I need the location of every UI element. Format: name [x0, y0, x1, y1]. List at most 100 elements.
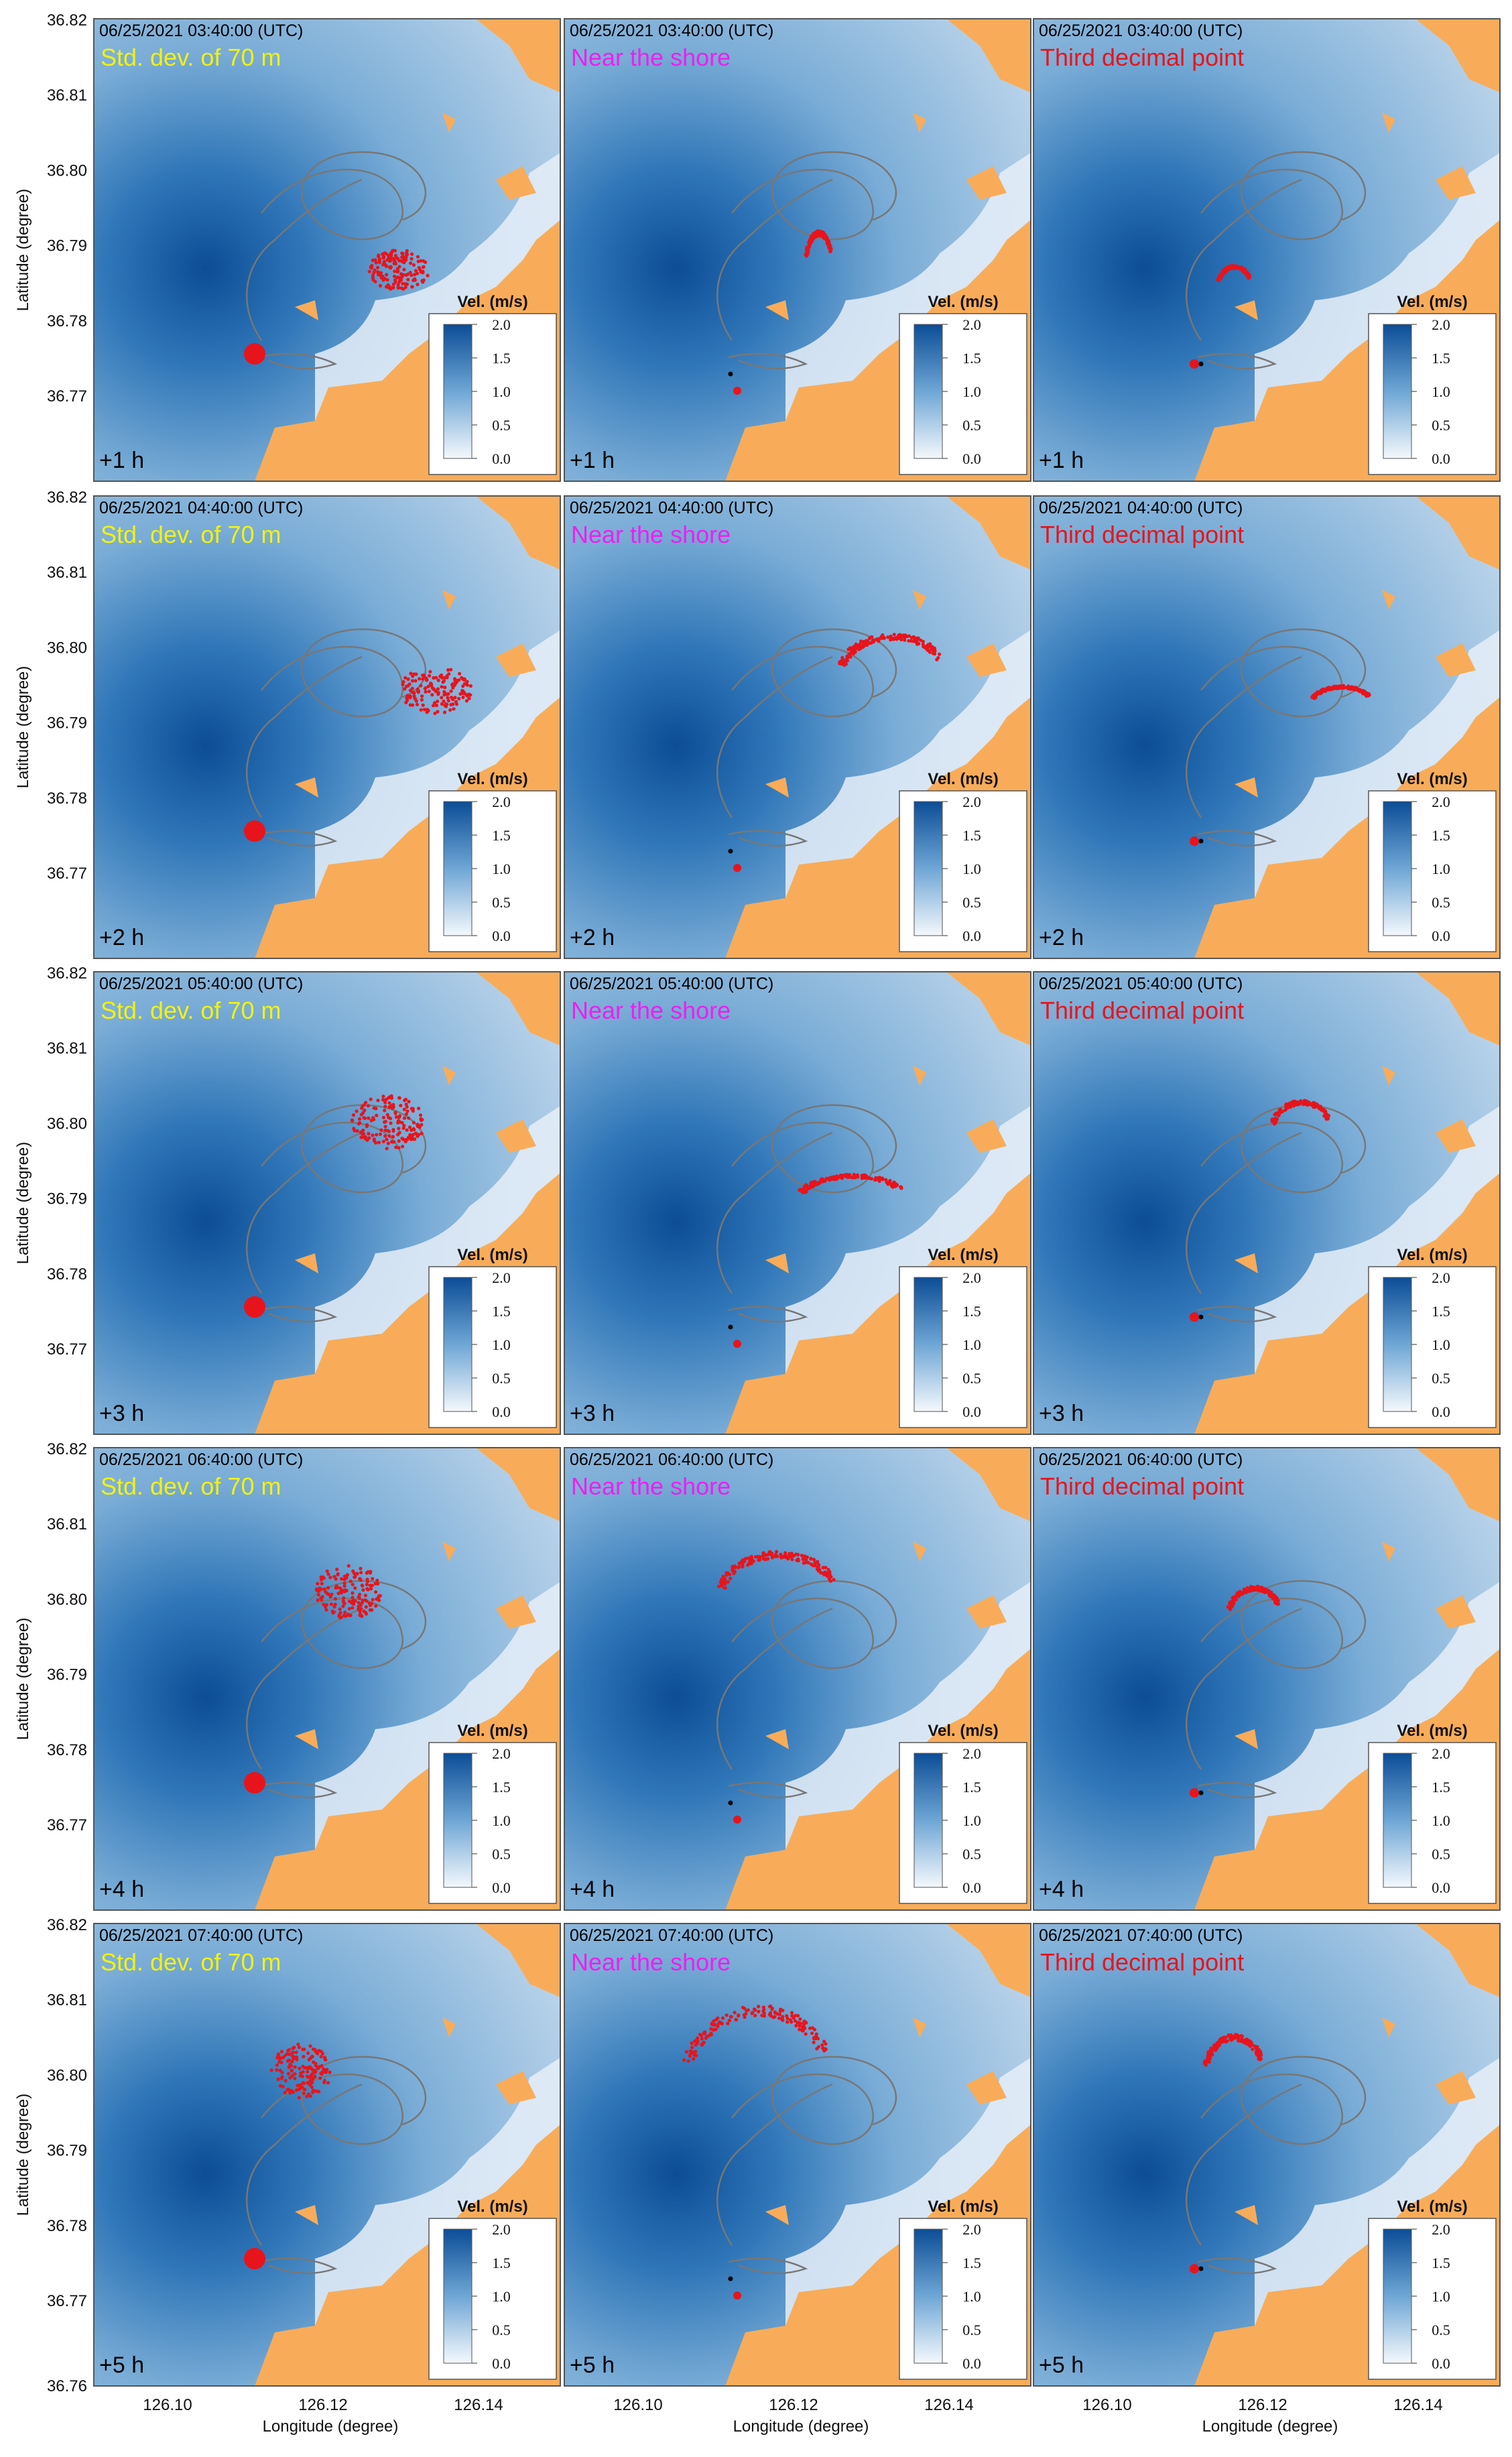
particle — [425, 708, 429, 712]
particle — [376, 1582, 380, 1586]
particle — [393, 259, 397, 263]
particle — [317, 2049, 321, 2053]
particle — [822, 2049, 826, 2053]
particle — [720, 1582, 724, 1586]
particle — [393, 253, 397, 258]
particle — [757, 1558, 761, 1562]
particle — [294, 2055, 299, 2059]
particle — [1239, 2033, 1243, 2038]
colorbar-ramp — [1383, 324, 1412, 459]
particle — [342, 1584, 346, 1588]
particle — [762, 2011, 766, 2015]
colorbar-title: Vel. (m/s) — [1397, 293, 1467, 311]
y-tick-label: 36.81 — [47, 86, 87, 105]
panel-border — [93, 18, 561, 482]
particle — [358, 1121, 362, 1125]
particle — [929, 645, 934, 649]
colorbar-title: Vel. (m/s) — [1397, 770, 1467, 788]
particle — [404, 253, 408, 257]
particle — [365, 1578, 369, 1582]
particle — [700, 2033, 704, 2037]
particle — [376, 270, 380, 274]
particle — [796, 1559, 800, 1563]
particle — [427, 690, 431, 694]
particle — [838, 1175, 842, 1179]
particle — [828, 1572, 832, 1576]
panel-border — [564, 495, 1031, 959]
particle — [308, 2094, 312, 2098]
particle — [326, 1592, 330, 1596]
particle — [1269, 1590, 1273, 1594]
particle — [785, 1556, 790, 1560]
colorbar-tick-label: 2.0 — [962, 1269, 981, 1286]
particle — [716, 1584, 721, 1588]
particle — [1243, 269, 1247, 273]
release-point-marker — [1190, 1312, 1199, 1322]
colorbar-tick-label: 1.5 — [492, 2255, 511, 2271]
scenario-label: Std. dev. of 70 m — [101, 44, 281, 71]
particle — [361, 1588, 365, 1592]
particle — [359, 1570, 363, 1574]
particle — [763, 1557, 767, 1561]
particle — [359, 1612, 363, 1617]
particle — [405, 1109, 410, 1113]
colorbar-legend: Vel. (m/s) 2.0 1.5 1.0 0.5 0.0 — [899, 1246, 1027, 1428]
particle — [376, 1098, 380, 1102]
particle — [446, 696, 450, 700]
particle — [409, 261, 413, 265]
particle — [727, 2019, 731, 2023]
particle — [367, 269, 371, 273]
particle — [716, 2024, 720, 2028]
colorbar-legend: Vel. (m/s) 2.0 1.5 1.0 0.5 0.0 — [1368, 1246, 1497, 1428]
particle — [338, 1586, 342, 1590]
lead-time-label: +3 h — [1039, 1401, 1084, 1426]
panel-border — [93, 971, 561, 1435]
particle — [405, 282, 409, 286]
particle — [826, 1568, 830, 1572]
colorbar-legend: Vel. (m/s) 2.0 1.5 1.0 0.5 0.0 — [428, 770, 557, 952]
track-start-marker — [728, 1800, 733, 1806]
colorbar-tick-label: 1.0 — [492, 1336, 511, 1353]
particle — [381, 1098, 385, 1102]
particle — [357, 1607, 361, 1611]
particle — [400, 255, 404, 259]
particle — [450, 696, 454, 700]
y-axis-label: Latitude (degree) — [14, 666, 32, 789]
particle — [410, 1107, 414, 1111]
release-point-marker — [733, 2291, 741, 2300]
particle — [383, 1119, 387, 1124]
particle — [319, 2055, 323, 2059]
particle — [452, 677, 457, 681]
timestamp-label: 06/25/2021 07:40:00 (UTC) — [1039, 1926, 1243, 1945]
particle — [453, 696, 457, 700]
particle — [721, 2016, 725, 2020]
particle — [770, 1556, 774, 1560]
particle — [729, 1576, 733, 1580]
particle — [324, 1602, 328, 1606]
particle — [753, 2013, 757, 2017]
particle — [422, 708, 426, 712]
particle — [806, 1560, 810, 1565]
particle — [370, 1608, 374, 1612]
particle — [694, 2050, 698, 2054]
particle — [359, 1603, 363, 1607]
colorbar-tick-label: 0.5 — [962, 1846, 981, 1863]
particle — [1328, 686, 1332, 690]
colorbar-title: Vel. (m/s) — [1397, 1722, 1467, 1740]
particle — [286, 2049, 290, 2053]
particle — [319, 1578, 323, 1582]
particle — [798, 2017, 802, 2021]
particle — [421, 271, 425, 275]
particle — [802, 2027, 806, 2031]
particle — [405, 1105, 409, 1109]
colorbar-tick-label: 0.5 — [492, 2322, 511, 2338]
particle — [351, 1596, 355, 1600]
particle — [1305, 1102, 1310, 1107]
particle — [1309, 1102, 1314, 1107]
particle — [853, 1176, 857, 1180]
particle — [1216, 2043, 1220, 2047]
particle — [414, 1131, 418, 1135]
particle — [719, 2021, 723, 2025]
particle — [401, 1145, 405, 1149]
particle — [418, 1113, 423, 1117]
